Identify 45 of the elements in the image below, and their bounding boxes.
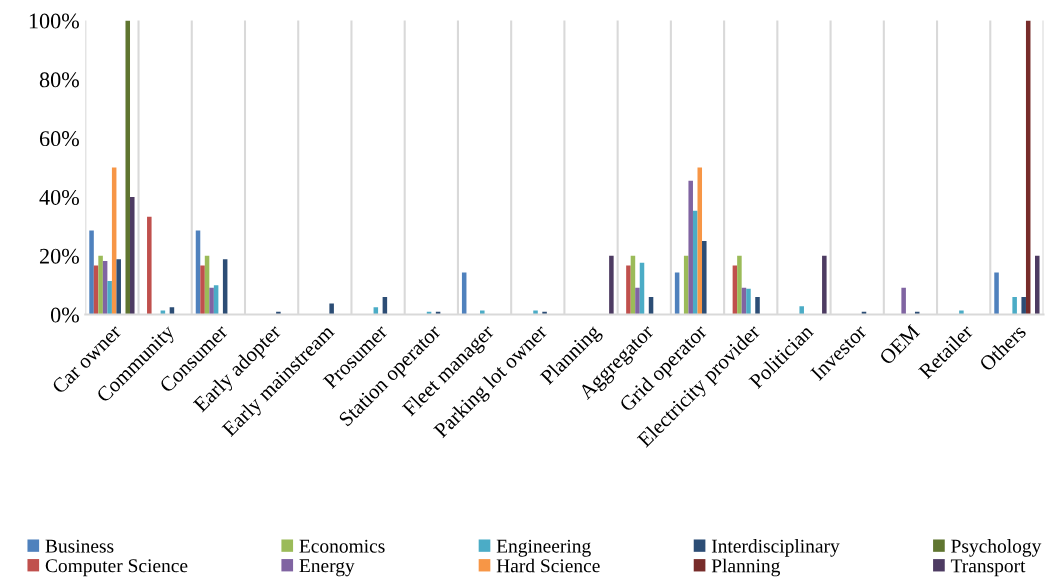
legend-label: Interdisciplinary <box>711 539 840 557</box>
bar <box>901 287 906 315</box>
legend-label: Computer Science <box>45 559 188 577</box>
bar <box>209 287 214 315</box>
bar <box>116 259 121 315</box>
bar <box>609 255 614 315</box>
bar <box>1035 255 1040 315</box>
bar <box>533 310 538 315</box>
bar <box>822 255 827 315</box>
y-tick-label: 80% <box>39 72 79 88</box>
bar <box>626 265 631 315</box>
legend-label: Transport <box>950 559 1026 577</box>
bar <box>1012 296 1017 315</box>
bar <box>994 272 999 315</box>
bar <box>799 306 804 315</box>
bar <box>697 167 703 315</box>
legend-label: Hard Science <box>496 558 600 573</box>
bar <box>755 296 760 315</box>
legend-label: Business <box>45 539 114 553</box>
legend-label: Economics <box>299 539 385 553</box>
bar <box>200 265 205 315</box>
bar <box>130 196 135 315</box>
bar <box>635 287 640 315</box>
legend-label: Energy <box>299 559 355 577</box>
bar <box>329 303 334 315</box>
bar <box>98 255 103 315</box>
bar <box>107 281 112 315</box>
bar <box>147 216 152 315</box>
bar <box>688 180 693 315</box>
y-tick-label: 40% <box>39 189 79 205</box>
bar <box>737 255 742 315</box>
bar <box>702 241 707 315</box>
bar <box>959 310 964 315</box>
y-tick-label: 100% <box>29 13 79 29</box>
bar <box>746 288 751 315</box>
y-tick-label: 60% <box>39 131 79 147</box>
bar <box>480 310 485 315</box>
bar <box>89 230 94 315</box>
legend-label: Psychology <box>951 539 1042 557</box>
bar <box>1021 296 1026 315</box>
y-tick-label: 0% <box>50 307 79 323</box>
legend-label: Engineering <box>496 539 591 557</box>
legend-label: Planning <box>711 558 780 577</box>
y-tick-label: 20% <box>39 248 79 264</box>
bar <box>125 20 131 315</box>
